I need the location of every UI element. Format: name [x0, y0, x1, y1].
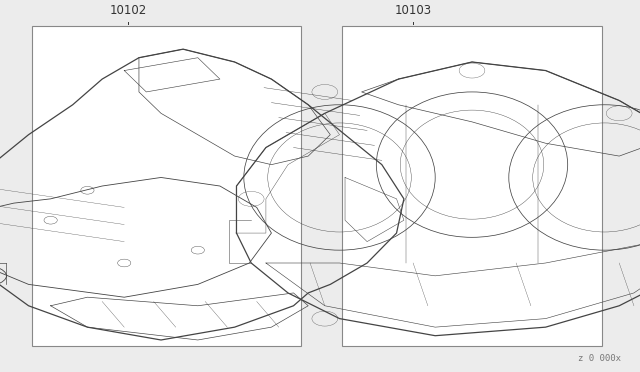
Bar	[32, 26, 301, 346]
Bar	[342, 26, 602, 346]
Text: z 0 000x: z 0 000x	[578, 354, 621, 363]
Text: 10102: 10102	[109, 4, 147, 17]
Text: 10103: 10103	[394, 4, 431, 17]
